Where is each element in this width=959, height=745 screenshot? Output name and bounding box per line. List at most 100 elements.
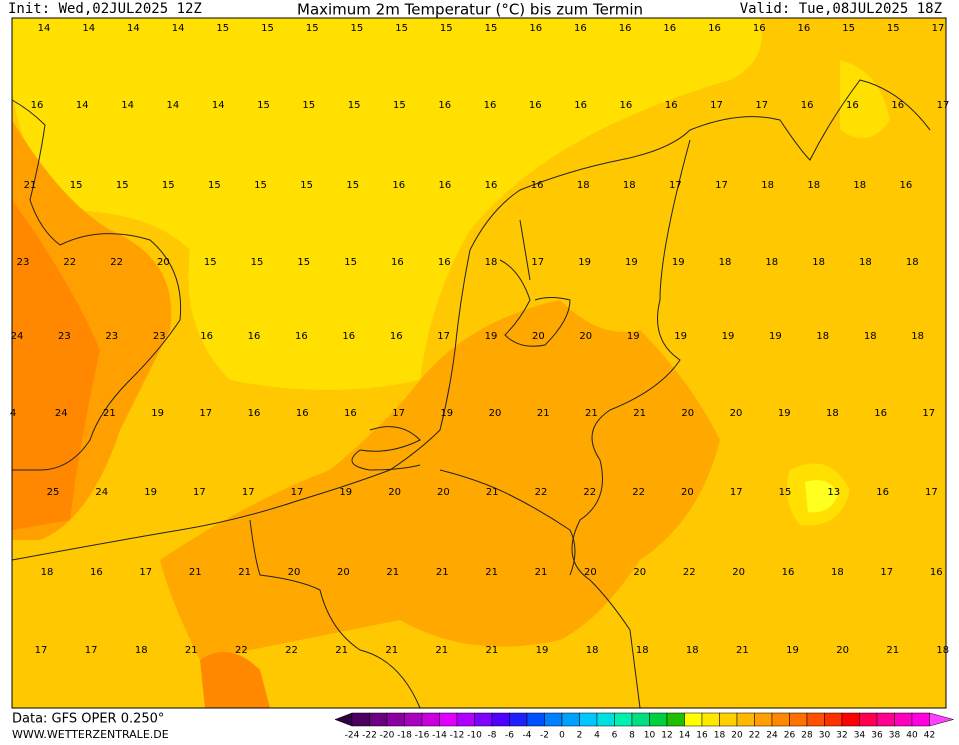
temperature-value: 19 — [536, 645, 549, 656]
temperature-value: 20 — [730, 408, 743, 419]
temperature-value: 20 — [584, 567, 597, 578]
temperature-value: 16 — [619, 23, 632, 34]
temperature-value: 23 — [105, 331, 118, 342]
temperature-value: 21 — [385, 645, 398, 656]
temperature-value: 16 — [31, 100, 44, 111]
temperature-value: 15 — [254, 180, 267, 191]
temperature-value: 22 — [285, 645, 298, 656]
temperature-value: 15 — [351, 23, 364, 34]
colorbar-swatch — [526, 712, 545, 727]
temperature-value: 16 — [248, 408, 261, 419]
data-source: Data: GFS OPER 0.250° — [12, 712, 164, 727]
colorbar-swatch — [806, 712, 825, 727]
temperature-value: 21 — [537, 408, 550, 419]
colorbar-label: -2 — [540, 731, 549, 741]
temperature-value: 19 — [722, 331, 735, 342]
temperature-value: 16 — [90, 567, 103, 578]
colorbar-label: 24 — [766, 731, 778, 741]
temperature-value: 16 — [620, 100, 633, 111]
temperature-value: 18 — [911, 331, 924, 342]
colorbar-label: 26 — [784, 731, 796, 741]
temperature-value: 16 — [663, 23, 676, 34]
temperature-value: 20 — [337, 567, 350, 578]
colorbar: -24 -22 -20 -18 -16 -14 -12 -10 -8 -6 -4 -2 0 2 4 6 8 10 1… — [334, 712, 955, 741]
temperature-value: 15 — [116, 180, 129, 191]
colorbar-swatch — [456, 712, 475, 727]
temperature-value: 18 — [41, 567, 54, 578]
colorbar-label: -24 — [345, 731, 360, 741]
temperature-value: 19 — [786, 645, 799, 656]
colorbar-label: 2 — [577, 731, 583, 741]
temperature-value: 17 — [932, 23, 945, 34]
colorbar-swatch — [684, 712, 703, 727]
temperature-value: 18 — [577, 180, 590, 191]
temperature-value: 18 — [135, 645, 148, 656]
temperature-value: 16 — [342, 331, 355, 342]
colorbar-swatch — [386, 712, 405, 727]
temperature-value: 21 — [585, 408, 598, 419]
temperature-value: 16 — [876, 487, 889, 498]
temperature-value: 18 — [853, 180, 866, 191]
colorbar-label: 6 — [612, 731, 618, 741]
coast-continent — [11, 79, 931, 561]
temperature-value: 21 — [436, 567, 449, 578]
temperature-value: 16 — [798, 23, 811, 34]
temperature-value: 16 — [900, 180, 913, 191]
temperature-value: 24 — [55, 408, 68, 419]
temperature-value: 22 — [683, 567, 696, 578]
colorbar-swatch — [859, 712, 878, 727]
temperature-value: 18 — [686, 645, 699, 656]
temperature-value: 20 — [633, 567, 646, 578]
colorbar-label: 10 — [644, 731, 656, 741]
colorbar-swatch — [439, 712, 458, 727]
colorbar-label: 32 — [836, 731, 847, 741]
temperature-value: 15 — [842, 23, 855, 34]
temperature-value: 15 — [251, 257, 264, 268]
temperature-value: 24 — [11, 331, 24, 342]
temperature-value: 16 — [438, 100, 451, 111]
temperature-value: 24 — [95, 487, 108, 498]
field-cool4 — [840, 60, 890, 138]
colorbar-swatch — [894, 712, 913, 727]
colorbar-label: 12 — [661, 731, 672, 741]
temperature-value: 15 — [348, 100, 361, 111]
temperature-value: 19 — [674, 331, 687, 342]
colorbar-label: 16 — [696, 731, 708, 741]
temperature-value: 23 — [58, 331, 71, 342]
field-warm — [160, 300, 720, 660]
temperature-value: 16 — [531, 180, 544, 191]
temperature-value: 15 — [346, 180, 359, 191]
temperature-value: 16 — [392, 180, 405, 191]
temperature-value: 15 — [162, 180, 175, 191]
field-hot2 — [200, 652, 270, 708]
colorbar-label: 18 — [714, 731, 726, 741]
temperature-value: 21 — [633, 408, 646, 419]
temperature-value: 17 — [291, 487, 304, 498]
colorbar-label: 40 — [906, 731, 918, 741]
temperature-value: 23 — [17, 257, 30, 268]
colorbar-label: 20 — [731, 731, 743, 741]
colorbar-swatch — [824, 712, 843, 727]
colorbar-label: 36 — [871, 731, 883, 741]
temperature-value: 19 — [440, 408, 453, 419]
temperature-value: 17 — [35, 645, 48, 656]
temperature-value: 15 — [216, 23, 229, 34]
temperature-value: 16 — [665, 100, 678, 111]
colorbar-swatch — [841, 712, 860, 727]
temperature-value: 21 — [886, 645, 899, 656]
temperature-value: 19 — [778, 408, 791, 419]
temperature-value: 17 — [922, 408, 935, 419]
colorbar-label: 22 — [749, 731, 760, 741]
temperature-value: 16 — [529, 100, 542, 111]
temperature-value: 17 — [715, 180, 728, 191]
map-field — [12, 18, 946, 708]
temperature-value: 21 — [103, 408, 116, 419]
temperature-value: 14 — [212, 100, 225, 111]
temperature-value: 16 — [391, 257, 404, 268]
temperature-value: 15 — [208, 180, 221, 191]
field-hot — [12, 200, 100, 530]
temperature-value: 18 — [761, 180, 774, 191]
temperature-value: 17 — [937, 100, 950, 111]
temperature-value: 14 — [167, 100, 180, 111]
